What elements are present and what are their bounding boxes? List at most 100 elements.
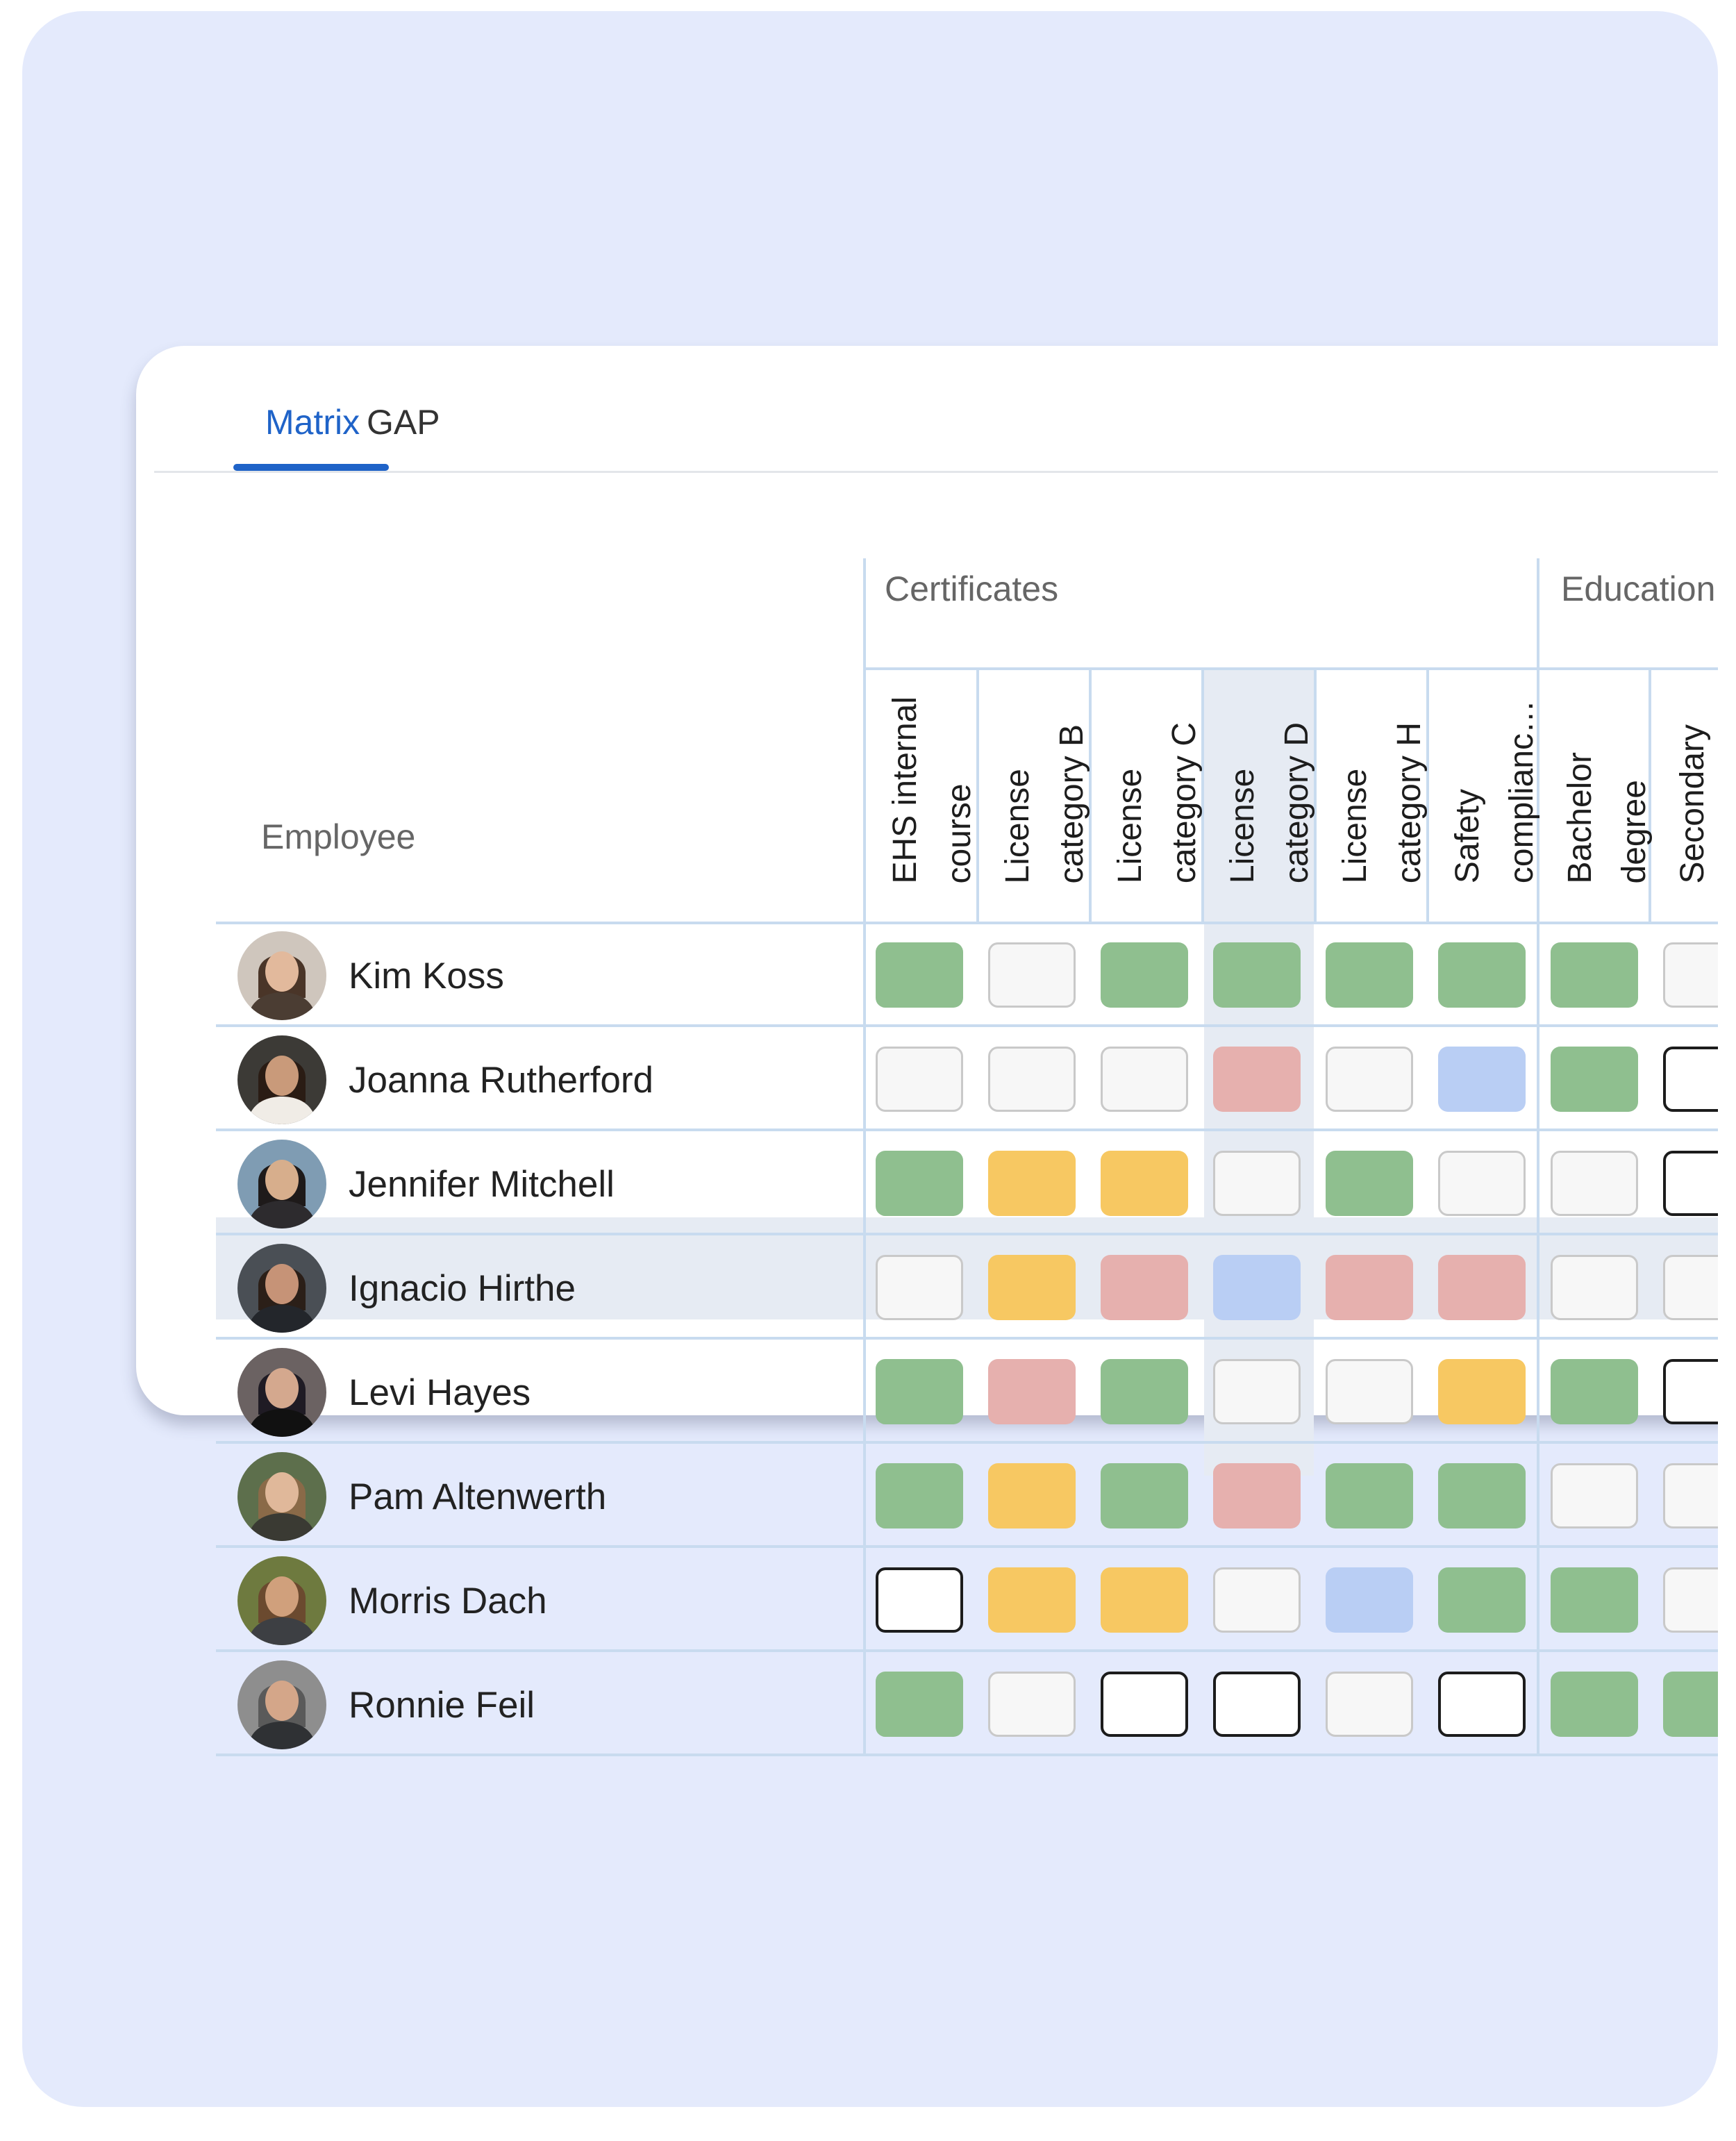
matrix-cell-red[interactable] [1438,1255,1526,1320]
matrix-cell-red[interactable] [1101,1255,1188,1320]
matrix-cell-red[interactable] [1213,1047,1301,1112]
matrix-cell-empty[interactable] [1213,1151,1301,1216]
matrix-cell-green[interactable] [1551,942,1638,1008]
matrix-cell-empty[interactable] [876,1255,963,1320]
column-header[interactable]: License category B [978,671,1090,890]
column-header[interactable]: License category D [1203,671,1315,890]
matrix-cell-green[interactable] [876,1151,963,1216]
matrix-cell-green[interactable] [1551,1567,1638,1633]
matrix-cell-green[interactable] [1663,1672,1718,1737]
group-divider [1537,558,1539,1754]
matrix-cell-outline[interactable] [1663,1359,1718,1424]
matrix-cell-empty[interactable] [1663,1255,1718,1320]
matrix-cell-empty[interactable] [1326,1047,1413,1112]
matrix-cell-green[interactable] [876,1672,963,1737]
matrix-cell-empty[interactable] [988,1047,1076,1112]
matrix-cell-empty[interactable] [1663,942,1718,1008]
matrix-cell-empty[interactable] [1551,1151,1638,1216]
matrix-cell-green[interactable] [1438,1567,1526,1633]
matrix-cell-green[interactable] [1438,942,1526,1008]
matrix-cell-green[interactable] [876,942,963,1008]
person-photo-avatar-icon [237,1140,326,1228]
matrix-cell-empty[interactable] [1326,1359,1413,1424]
matrix-cell-green[interactable] [1326,942,1413,1008]
column-header-label: License category D [1224,722,1315,883]
matrix-cell-green[interactable] [1438,1463,1526,1528]
matrix-cell-empty[interactable] [1101,1047,1188,1112]
column-divider [1426,669,1429,923]
employee-row[interactable]: Ronnie Feil [216,1653,827,1756]
matrix-cell-empty[interactable] [1213,1567,1301,1633]
matrix-cell-green[interactable] [1551,1359,1638,1424]
employee-name: Morris Dach [349,1581,547,1622]
matrix-cell-empty[interactable] [1551,1255,1638,1320]
column-header[interactable]: Secondaryschool [1653,671,1718,890]
person-photo-avatar-icon [237,1452,326,1541]
column-header[interactable]: License category C [1091,671,1203,890]
matrix-cell-green[interactable] [1551,1047,1638,1112]
matrix-cell-empty[interactable] [1551,1463,1638,1528]
matrix-cell-yellow[interactable] [988,1151,1076,1216]
matrix-cell-blue[interactable] [1438,1047,1526,1112]
column-header[interactable]: Safety complianc… [1428,671,1540,890]
employee-row[interactable]: Joanna Rutherford [216,1028,827,1131]
matrix-cell-empty[interactable] [1438,1151,1526,1216]
matrix-cell-empty[interactable] [1326,1672,1413,1737]
matrix-cell-green[interactable] [1326,1463,1413,1528]
matrix-cell-red[interactable] [988,1359,1076,1424]
matrix-cell-yellow[interactable] [988,1255,1076,1320]
matrix-cell-yellow[interactable] [988,1463,1076,1528]
row-divider [216,1753,1718,1756]
skills-matrix-panel: Matrix GAP Certificates Education Employ… [136,346,1718,1756]
matrix-cell-empty[interactable] [988,942,1076,1008]
matrix-cell-outline[interactable] [1438,1672,1526,1737]
matrix-cell-yellow[interactable] [1438,1359,1526,1424]
column-divider [1201,669,1204,923]
matrix-cell-green[interactable] [1101,1359,1188,1424]
employee-row[interactable]: Morris Dach [216,1549,827,1651]
employee-row[interactable]: Ignacio Hirthe [216,1237,827,1339]
employee-row[interactable]: Pam Altenwerth [216,1445,827,1547]
matrix-cell-green[interactable] [1326,1151,1413,1216]
avatar [237,1348,326,1437]
column-header[interactable]: License category H [1316,671,1428,890]
matrix-cell-empty[interactable] [988,1672,1076,1737]
matrix-cell-green[interactable] [1101,942,1188,1008]
matrix-cell-outline[interactable] [1101,1672,1188,1737]
group-header-divider [865,667,1718,670]
matrix-cell-yellow[interactable] [988,1567,1076,1633]
matrix-cell-blue[interactable] [1326,1567,1413,1633]
matrix-cell-outline[interactable] [1663,1047,1718,1112]
matrix-cell-yellow[interactable] [1101,1151,1188,1216]
matrix-cell-red[interactable] [1213,1463,1301,1528]
column-header[interactable]: Bachelor degree [1541,671,1653,890]
matrix-cell-blue[interactable] [1213,1255,1301,1320]
employee-name: Jennifer Mitchell [349,1164,615,1205]
employee-row[interactable]: Jennifer Mitchell [216,1133,827,1235]
tab-gap[interactable]: GAP [367,403,440,442]
matrix-cell-outline[interactable] [1213,1672,1301,1737]
avatar [237,1035,326,1124]
matrix-cell-empty[interactable] [876,1047,963,1112]
matrix-cell-outline[interactable] [1663,1151,1718,1216]
matrix-cell-red[interactable] [1326,1255,1413,1320]
matrix-cell-empty[interactable] [1663,1567,1718,1633]
column-header-label: Bachelor degree [1562,751,1653,883]
matrix-cell-empty[interactable] [1213,1359,1301,1424]
employee-row[interactable]: Levi Hayes [216,1341,827,1443]
column-header[interactable]: EHS internal course [866,671,978,890]
tab-matrix[interactable]: Matrix [265,403,360,442]
matrix-cell-empty[interactable] [1663,1463,1718,1528]
employee-row[interactable]: Kim Koss [216,924,827,1026]
matrix-cell-green[interactable] [876,1359,963,1424]
employee-column-divider [863,558,866,1754]
matrix-cell-green[interactable] [1551,1672,1638,1737]
person-photo-avatar-icon [237,1556,326,1645]
matrix-cell-green[interactable] [876,1463,963,1528]
matrix-cell-green[interactable] [1213,942,1301,1008]
avatar [237,1244,326,1333]
matrix-cell-green[interactable] [1101,1463,1188,1528]
matrix-cell-outline[interactable] [876,1567,963,1633]
row-divider [216,1649,1718,1652]
matrix-cell-yellow[interactable] [1101,1567,1188,1633]
